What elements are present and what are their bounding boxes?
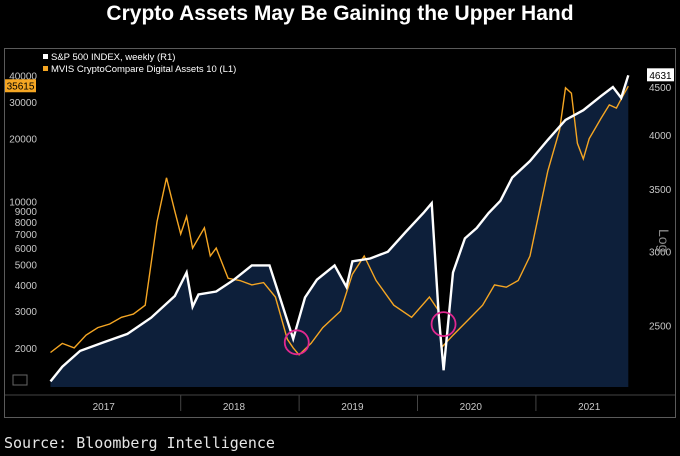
right-axis-label: Log	[656, 229, 672, 252]
left-axis-tick-label: 7000	[15, 230, 38, 241]
right-axis-tick-label: 2500	[649, 322, 672, 333]
highlight-circle-2	[430, 311, 457, 338]
left-axis-tick-label: 6000	[15, 244, 38, 255]
chart-frame: 2000 3000 4000 5000 6000 7000 8000 9000 10000 200…	[4, 48, 676, 418]
chart-mini-icon	[12, 374, 28, 386]
left-axis-tick-label: 40000	[9, 72, 37, 83]
legend-swatch-sp500	[43, 54, 48, 59]
sp500-last-value: 4631	[649, 71, 672, 82]
left-axis-tick-label: 10000	[9, 198, 37, 209]
left-axis-tick-label: 20000	[9, 135, 37, 146]
crypto-last-value-tag	[5, 79, 36, 93]
sp500-area	[50, 75, 629, 388]
right-axis-tick-label: 4500	[649, 83, 672, 94]
right-axis-tick-label: 3500	[649, 185, 672, 196]
chart-title: Crypto Assets May Be Gaining the Upper H…	[106, 2, 574, 25]
crypto-series-line	[50, 85, 629, 356]
left-axis-tick-label: 3000	[15, 307, 38, 318]
x-axis-tick-label: 2021	[578, 402, 601, 413]
crypto-last-value: 35615	[7, 82, 35, 93]
sp500-last-value-tag	[647, 68, 674, 82]
legend-swatch-crypto	[43, 66, 48, 71]
left-axis-tick-label: 4000	[15, 281, 38, 292]
right-axis-tick-label: 3000	[649, 248, 672, 259]
left-axis-tick-label: 2000	[15, 344, 38, 355]
left-axis-tick-label: 5000	[15, 261, 38, 272]
source-note: Source: Bloomberg Intelligence	[4, 434, 275, 452]
x-axis-tick-label: 2017	[93, 402, 116, 413]
x-axis-tick-label: 2018	[223, 402, 246, 413]
legend-label-sp500: S&P 500 INDEX, weekly (R1)	[51, 52, 175, 63]
x-axis-tick-label: 2019	[341, 402, 364, 413]
highlight-circle-1	[283, 329, 310, 356]
left-axis-tick-label: 30000	[9, 98, 37, 109]
left-axis-tick-label: 9000	[15, 207, 38, 218]
sp500-series-line	[49, 74, 630, 383]
right-axis-tick-label: 4000	[649, 131, 672, 142]
x-axis-tick-label: 2020	[460, 402, 483, 413]
left-axis-tick-label: 8000	[15, 218, 38, 229]
legend-label-crypto: MVIS CryptoCompare Digital Assets 10 (L1…	[51, 64, 236, 75]
